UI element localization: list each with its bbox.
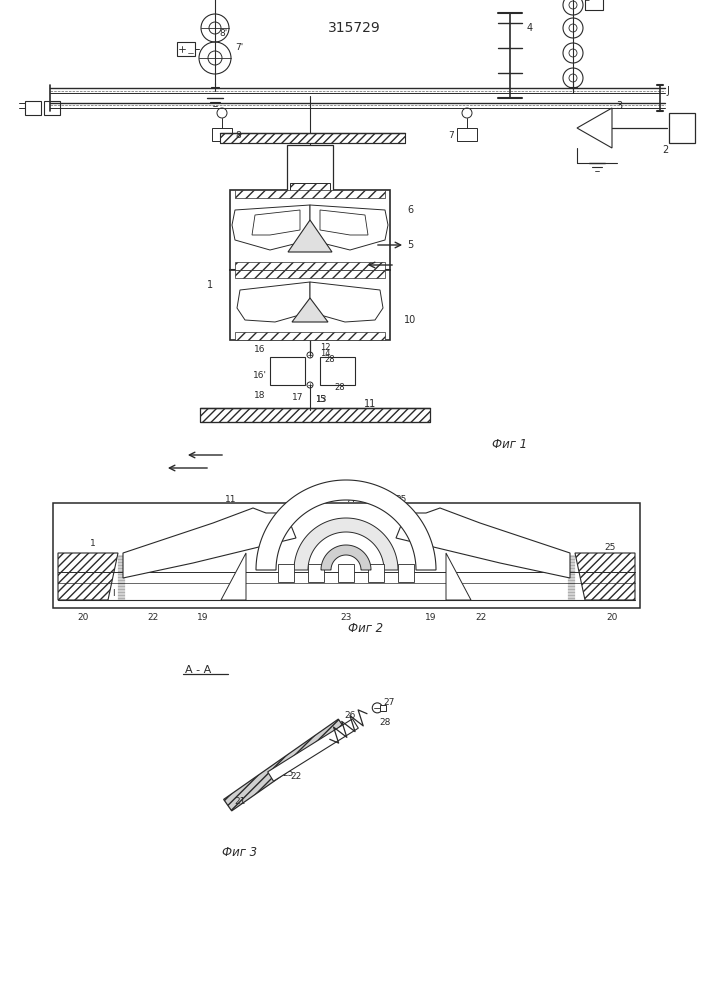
Text: 10: 10 — [404, 315, 416, 325]
Text: 17: 17 — [292, 392, 304, 401]
Text: 22: 22 — [475, 612, 486, 621]
Text: 8: 8 — [235, 130, 241, 139]
Bar — [380, 705, 386, 711]
Polygon shape — [294, 518, 398, 570]
Bar — [338, 564, 354, 582]
Text: 27: 27 — [384, 698, 395, 707]
Text: 16': 16' — [253, 370, 267, 379]
Bar — [230, 270, 390, 340]
Polygon shape — [396, 508, 570, 578]
Text: 26: 26 — [300, 495, 312, 504]
Text: 1: 1 — [90, 538, 96, 548]
Text: 4: 4 — [527, 23, 533, 33]
Polygon shape — [123, 508, 296, 578]
Bar — [290, 183, 330, 195]
Polygon shape — [268, 719, 358, 781]
Text: 25: 25 — [282, 769, 293, 778]
Text: 8': 8' — [219, 28, 227, 37]
Text: I: I — [112, 588, 115, 597]
Bar — [585, 0, 603, 10]
Text: 15: 15 — [315, 395, 325, 404]
Text: 26: 26 — [344, 711, 356, 720]
Bar — [235, 332, 385, 340]
Text: 20: 20 — [607, 612, 618, 621]
Text: 18: 18 — [255, 390, 266, 399]
Bar — [44, 101, 60, 115]
Text: 7: 7 — [448, 130, 454, 139]
Text: J: J — [667, 86, 670, 96]
Text: 21: 21 — [234, 797, 245, 806]
Text: А: А — [348, 495, 354, 504]
Polygon shape — [58, 553, 118, 600]
Bar — [235, 190, 385, 198]
Polygon shape — [575, 553, 635, 600]
Bar — [270, 357, 305, 385]
Bar — [235, 262, 385, 270]
Text: 12: 12 — [320, 342, 330, 352]
Bar — [669, 113, 695, 143]
Bar — [235, 270, 385, 278]
Polygon shape — [288, 220, 332, 252]
Bar — [200, 408, 430, 422]
Bar — [230, 190, 390, 270]
Polygon shape — [237, 282, 310, 322]
Text: Фиг 1: Фиг 1 — [493, 438, 527, 452]
Text: 23: 23 — [340, 612, 351, 621]
Bar — [287, 145, 333, 195]
Text: А - А: А - А — [185, 665, 211, 675]
Bar — [25, 101, 41, 115]
Polygon shape — [221, 553, 246, 600]
Text: Фиг 2: Фиг 2 — [349, 621, 384, 635]
Text: 7': 7' — [235, 43, 243, 52]
Polygon shape — [232, 205, 310, 250]
Bar — [368, 564, 384, 582]
Text: 11: 11 — [364, 399, 376, 409]
Text: 28: 28 — [325, 356, 335, 364]
Text: 19: 19 — [197, 612, 209, 621]
Bar — [53, 503, 640, 608]
Text: 315729: 315729 — [327, 21, 380, 35]
Polygon shape — [223, 719, 346, 811]
Text: 25: 25 — [604, 544, 616, 552]
Text: 25: 25 — [395, 495, 407, 504]
Text: 3: 3 — [616, 101, 622, 111]
Text: 28: 28 — [380, 718, 391, 727]
Bar — [398, 564, 414, 582]
Text: 1: 1 — [207, 280, 213, 290]
Text: 16: 16 — [255, 346, 266, 355]
Text: 3: 3 — [584, 0, 590, 3]
Polygon shape — [577, 108, 612, 148]
Bar — [320, 357, 355, 385]
Text: 22: 22 — [291, 772, 302, 781]
Polygon shape — [292, 298, 328, 322]
Polygon shape — [252, 210, 300, 235]
Polygon shape — [320, 210, 368, 235]
Text: 19: 19 — [425, 612, 437, 621]
Text: 13: 13 — [316, 395, 328, 404]
Polygon shape — [310, 205, 388, 250]
Text: 5: 5 — [407, 240, 413, 250]
Text: 22: 22 — [147, 612, 158, 621]
Text: 14: 14 — [320, 350, 330, 359]
Text: Фиг 3: Фиг 3 — [223, 846, 257, 858]
Text: 11: 11 — [226, 495, 237, 504]
Text: 6: 6 — [407, 205, 413, 215]
Polygon shape — [446, 553, 471, 600]
Text: 20: 20 — [77, 612, 88, 621]
Text: 28: 28 — [334, 383, 345, 392]
Polygon shape — [321, 545, 371, 570]
Polygon shape — [310, 282, 383, 322]
Polygon shape — [256, 480, 436, 570]
Bar — [212, 128, 232, 141]
Bar — [308, 564, 324, 582]
Bar — [177, 42, 195, 56]
Bar — [278, 564, 294, 582]
Text: 4: 4 — [356, 492, 360, 498]
Bar — [220, 133, 405, 143]
Bar — [457, 128, 477, 141]
Text: 2: 2 — [662, 145, 668, 155]
